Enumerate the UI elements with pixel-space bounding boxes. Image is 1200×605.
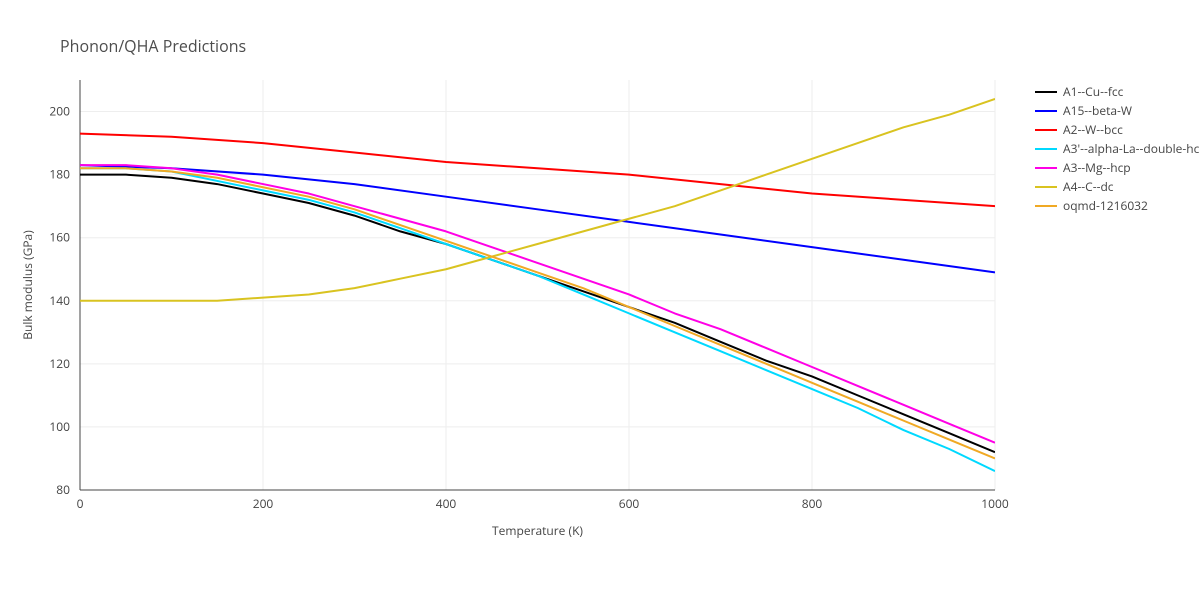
legend-label: A1--Cu--fcc <box>1063 83 1124 100</box>
y-tick-label: 80 <box>56 481 70 498</box>
legend-label: A2--W--bcc <box>1063 121 1123 138</box>
legend-label: A15--beta-W <box>1063 102 1132 119</box>
chart-container: Phonon/QHA Predictions 0 200 400 600 800 1000… <box>0 0 1200 600</box>
chart-svg[interactable]: 0 200 400 600 800 1000 80 100 120 140 160 180 200 Tem… <box>0 0 1200 600</box>
x-tick-label: 200 <box>253 495 274 512</box>
x-tick-label: 0 <box>77 495 84 512</box>
x-tick-label: 600 <box>619 495 640 512</box>
legend-label: A3--Mg--hcp <box>1063 159 1131 176</box>
legend-label: oqmd-1216032 <box>1063 197 1148 214</box>
x-axis-label: Temperature (K) <box>492 522 583 539</box>
y-tick-label: 140 <box>49 292 70 309</box>
legend-label: A3'--alpha-La--double-hcp <box>1063 140 1200 157</box>
chart-title: Phonon/QHA Predictions <box>60 35 246 57</box>
y-tick-label: 200 <box>49 103 70 120</box>
y-tick-label: 100 <box>49 418 70 435</box>
x-tick-label: 400 <box>436 495 457 512</box>
x-tick-label: 1000 <box>981 495 1009 512</box>
y-tick-label: 180 <box>49 166 70 183</box>
y-tick-label: 160 <box>49 229 70 246</box>
y-axis-label: Bulk modulus (GPa) <box>19 230 36 340</box>
legend-label: A4--C--dc <box>1063 178 1114 195</box>
y-tick-label: 120 <box>49 355 70 372</box>
x-tick-label: 800 <box>802 495 823 512</box>
